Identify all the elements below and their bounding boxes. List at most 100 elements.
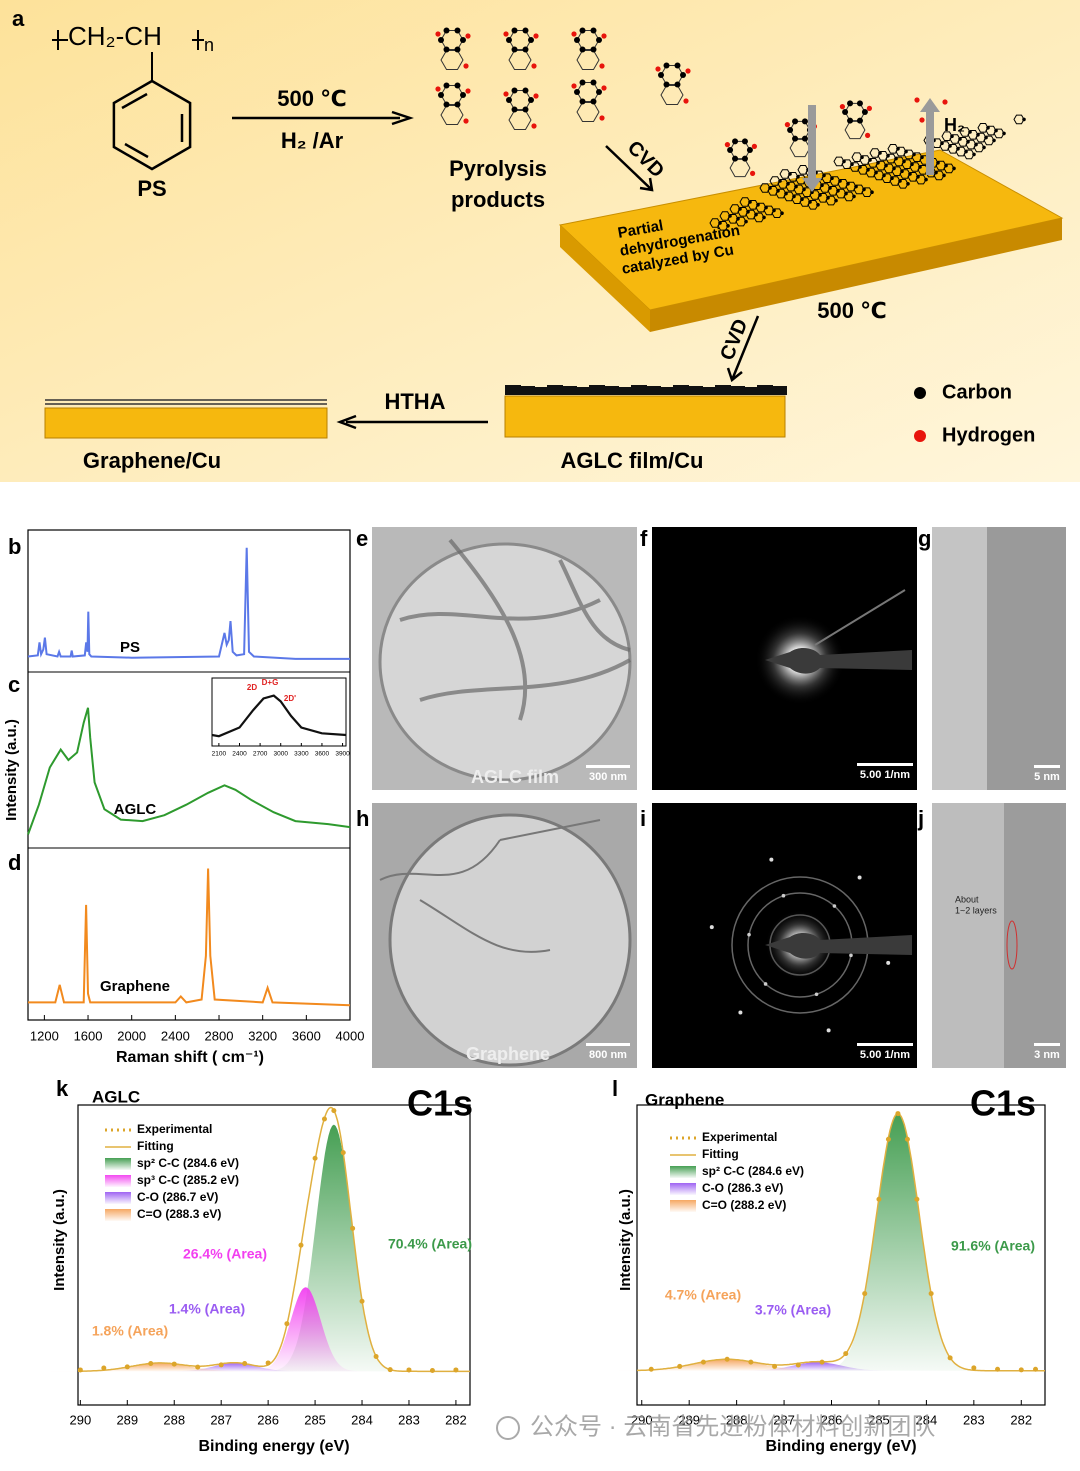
hexagon (759, 183, 771, 193)
aglc-flake (533, 387, 549, 395)
panel-label: e (356, 526, 368, 551)
carbon-atom (579, 46, 586, 53)
scale-bar (586, 1043, 630, 1046)
carbon-atom (850, 162, 854, 166)
scale-bar (586, 765, 630, 768)
carbon-atom (908, 172, 912, 176)
experimental-point (700, 1359, 706, 1365)
aglc-flake (715, 385, 731, 395)
experimental-point (928, 1291, 934, 1297)
legend-label: Experimental (137, 1122, 212, 1136)
aglc-flake (687, 386, 703, 395)
carbon-atom (718, 221, 722, 225)
hrtem-note: About (955, 894, 979, 904)
carbon-atom (882, 173, 886, 178)
carbon-atom (528, 97, 534, 103)
hydrogen-atom (503, 91, 509, 97)
scale-label: 5 nm (1034, 771, 1060, 783)
x-tick-label: 290 (69, 1412, 91, 1427)
carbon-atom (443, 101, 450, 108)
experimental-point (772, 1363, 778, 1369)
watermark-icon (496, 1416, 520, 1440)
carbon-atom (936, 161, 940, 165)
carbon-atom (590, 46, 597, 53)
carbon-atom (792, 135, 799, 142)
carbon-atom (454, 101, 461, 108)
experimental-point (795, 1362, 801, 1368)
component-area (47, 1362, 273, 1372)
aglc-flake (547, 385, 563, 395)
carbon-atom (574, 37, 580, 43)
legend-swatch (670, 1166, 696, 1178)
x-tick-label: 282 (445, 1412, 467, 1427)
legend-label: Fitting (702, 1147, 739, 1161)
component-area (150, 1362, 320, 1372)
inset-tick-label: 2100 (212, 751, 227, 758)
carbon-atom (870, 190, 874, 194)
carbon-atom (858, 165, 862, 169)
hexagon (709, 218, 721, 228)
x-axis-title: Binding energy (eV) (765, 1438, 916, 1455)
carbon-atom (862, 187, 866, 192)
legend-label: Carbon (942, 381, 1012, 403)
carbon-atom (776, 189, 780, 193)
carbon-atom (674, 81, 681, 88)
aglc-flake (575, 387, 591, 395)
arrow (605, 145, 654, 192)
carbon-atom (787, 127, 794, 133)
plot-frame (636, 1104, 1046, 1406)
carbon-atom (878, 151, 882, 155)
carbon-atom (986, 126, 990, 130)
carbon-atom (800, 197, 804, 201)
experimental-point (995, 1366, 1001, 1372)
legend-marker (914, 387, 926, 399)
polymer-label: PS (137, 176, 166, 201)
experimental-point (373, 1353, 379, 1359)
aglc-flake (505, 385, 521, 395)
hexagon (959, 127, 971, 137)
experimental-point (312, 1155, 318, 1161)
carbon-atom (916, 175, 920, 179)
scale-label: 800 nm (589, 1049, 627, 1061)
carbon-atom (842, 159, 846, 164)
carbon-atom (522, 46, 529, 53)
carbon-atom (579, 27, 586, 34)
saed-streak (814, 589, 906, 646)
experimental-point (819, 1359, 825, 1365)
hydrogen-atom (724, 142, 731, 148)
scale-bar (1034, 765, 1060, 768)
carbon-atom (828, 186, 832, 190)
hydrogen-atom (839, 104, 846, 110)
experimental-point (284, 1321, 290, 1327)
graphene-cu-label: Graphene/Cu (83, 448, 221, 473)
carbon-atom (438, 92, 444, 98)
h2-label: H₂ (944, 115, 965, 135)
carbon-atom (818, 193, 822, 197)
hydrogen-atom (531, 123, 537, 129)
sample-label: Graphene (645, 1090, 724, 1109)
hexagon (977, 123, 989, 133)
carbon-atom (836, 189, 840, 193)
saed-spot (709, 925, 714, 930)
hydrogen-atom (865, 132, 871, 138)
carbon-atom (728, 214, 732, 218)
bracket (52, 30, 204, 50)
saed-spot (832, 904, 837, 908)
carbon-atom (738, 207, 742, 211)
panel-label: d (8, 850, 21, 875)
x-tick-label: 1200 (30, 1028, 59, 1043)
aglc-flake (673, 385, 689, 395)
arrow (336, 414, 488, 430)
experimental-point (429, 1368, 435, 1374)
experimental-point (947, 1355, 953, 1361)
legend-swatch (105, 1158, 131, 1170)
carbon-atom (940, 141, 944, 145)
carbon-atom (896, 147, 900, 151)
temperature: 500 ℃ (277, 86, 346, 111)
legend-label: sp³ C-C (285.2 eV) (137, 1173, 239, 1187)
carbon-atom (944, 163, 948, 168)
aglc-flake (729, 386, 745, 395)
carbon-atom (574, 89, 580, 95)
carbon-atom (834, 198, 838, 203)
